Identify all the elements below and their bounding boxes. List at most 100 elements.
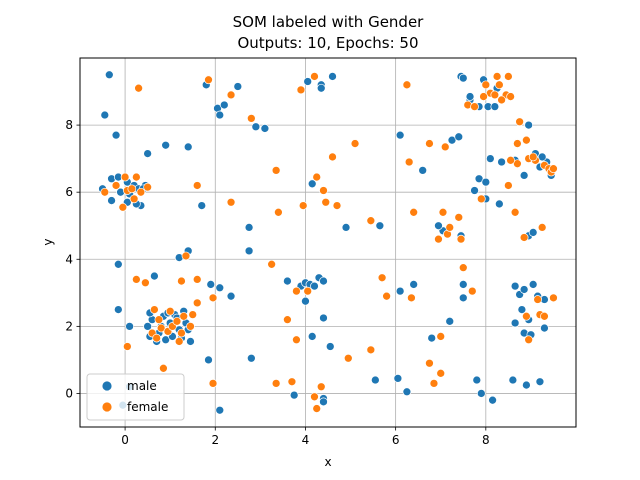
point-male: [488, 395, 497, 405]
point-female: [407, 293, 416, 303]
point-male: [183, 142, 193, 152]
point-male: [328, 72, 337, 81]
y-tick-label: 0: [65, 386, 73, 400]
point-male: [125, 322, 134, 331]
data-points: [98, 70, 558, 415]
chart-subtitle: Outputs: 10, Epochs: 50: [237, 34, 418, 52]
x-tick-label: 2: [211, 433, 219, 447]
point-male: [528, 280, 538, 289]
point-male: [100, 110, 110, 120]
point-male: [319, 276, 328, 286]
point-female: [481, 80, 491, 90]
point-female: [425, 139, 434, 148]
x-axis-ticks: 0 2 4 6 8: [121, 427, 490, 447]
point-male: [113, 259, 123, 269]
point-female: [522, 311, 531, 321]
point-male: [233, 82, 243, 91]
point-male: [427, 333, 437, 343]
point-male: [143, 322, 152, 331]
point-female: [533, 295, 543, 304]
point-female: [312, 404, 322, 413]
point-female: [186, 322, 195, 331]
legend-label-male: male: [127, 379, 157, 393]
point-female: [111, 181, 121, 190]
x-tick-label: 4: [302, 433, 310, 447]
point-male: [481, 177, 491, 187]
point-female: [298, 201, 308, 210]
point-female: [150, 305, 159, 314]
point-female: [332, 201, 342, 210]
point-male: [395, 130, 405, 140]
point-female: [537, 223, 547, 232]
point-male: [319, 397, 328, 407]
point-male: [251, 122, 261, 132]
point-female: [524, 335, 534, 345]
point-male: [215, 283, 225, 293]
point-male: [244, 246, 254, 256]
point-female: [366, 216, 376, 226]
point-female: [490, 90, 500, 100]
point-female: [479, 92, 488, 101]
point-male: [215, 405, 225, 415]
point-female: [319, 186, 328, 195]
point-female: [192, 275, 202, 284]
point-male: [522, 380, 531, 390]
point-female: [165, 306, 175, 316]
point-female: [136, 187, 146, 197]
point-male: [104, 70, 114, 80]
point-female: [494, 80, 504, 90]
point-male: [434, 221, 443, 231]
point-male: [111, 130, 121, 140]
point-female: [515, 117, 524, 127]
point-female: [129, 194, 139, 204]
point-male: [325, 342, 335, 351]
point-male: [510, 318, 520, 328]
point-female: [519, 233, 529, 242]
point-female: [402, 80, 412, 90]
point-female: [497, 95, 506, 105]
point-female: [274, 207, 283, 217]
point-female: [436, 368, 446, 378]
y-tick-label: 4: [65, 252, 73, 266]
point-male: [540, 323, 549, 333]
point-male: [316, 83, 326, 93]
point-female: [246, 114, 256, 123]
y-tick-label: 6: [65, 185, 73, 199]
point-female: [382, 291, 391, 301]
point-female: [456, 234, 466, 244]
point-female: [425, 358, 434, 368]
point-female: [470, 102, 479, 111]
point-female: [467, 286, 477, 296]
point-male: [454, 132, 464, 142]
point-female: [181, 251, 191, 261]
point-male: [418, 166, 428, 175]
x-tick-label: 8: [482, 433, 490, 447]
point-female: [492, 72, 502, 81]
point-female: [404, 157, 414, 167]
point-male: [310, 281, 319, 291]
point-male: [375, 221, 385, 231]
point-male: [458, 280, 468, 289]
point-female: [283, 315, 292, 325]
point-male: [393, 374, 403, 383]
y-axis-label: y: [41, 238, 55, 245]
point-female: [445, 223, 455, 232]
point-female: [154, 315, 164, 325]
point-male: [494, 199, 504, 209]
point-male: [244, 223, 254, 232]
point-female: [321, 197, 331, 207]
point-male: [497, 157, 506, 167]
point-female: [312, 172, 322, 182]
point-female: [134, 83, 143, 93]
point-female: [179, 311, 189, 321]
point-female: [292, 286, 301, 296]
point-female: [132, 172, 141, 182]
point-female: [549, 293, 558, 303]
point-male: [517, 305, 527, 314]
point-male: [246, 353, 256, 363]
point-male: [260, 124, 270, 133]
chart-title: SOM labeled with Gender: [233, 13, 425, 31]
point-male: [445, 316, 455, 326]
point-male: [206, 280, 216, 289]
